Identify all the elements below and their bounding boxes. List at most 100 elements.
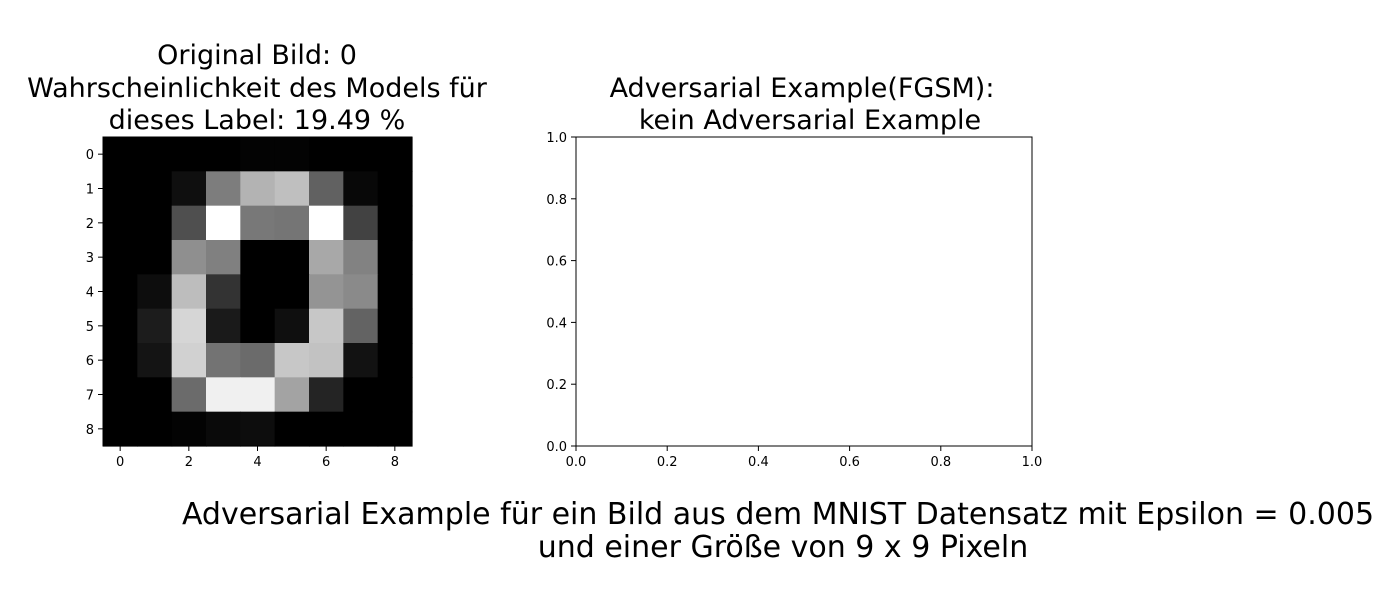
heatmap-cell: [206, 137, 241, 172]
heatmap-cell: [377, 274, 413, 310]
heatmap-cell: [343, 274, 379, 310]
heatmap-cell: [274, 343, 310, 378]
heatmap-cell: [171, 411, 207, 447]
heatmap-cell: [103, 377, 138, 413]
heatmap-y-tick-label: 0: [86, 148, 94, 163]
original-title-line-2: Wahrscheinlichkeit des Models für: [27, 73, 488, 104]
heatmap-cell: [171, 377, 207, 413]
heatmap-cell: [274, 205, 310, 241]
heatmap-cell: [171, 137, 207, 172]
empty-axes-frame: [575, 136, 1033, 447]
heatmap-y-tick-label: 7: [86, 389, 94, 404]
heatmap-cell: [240, 240, 276, 275]
heatmap-cell: [309, 171, 344, 207]
heatmap-cell: [343, 411, 379, 447]
adversarial-title-line-2: kein Adversarial Example: [639, 105, 981, 136]
heatmap-cell: [309, 137, 344, 172]
heatmap-cell: [206, 205, 241, 241]
heatmap-cell: [103, 308, 138, 344]
heatmap-cell: [240, 137, 276, 172]
heatmap-cell: [309, 411, 344, 447]
heatmap-y-axis: 0 1 2 3 4 5 6 7 8: [86, 148, 103, 438]
heatmap-x-tick-label: 4: [253, 455, 261, 470]
heatmap-cell: [137, 274, 173, 310]
heatmap-cell: [103, 274, 138, 310]
heatmap-cell: [377, 308, 413, 344]
empty-y-axis: 0.0 0.2 0.4 0.6 0.8 1.0: [546, 131, 576, 455]
heatmap-cell: [103, 137, 138, 172]
heatmap-cell: [103, 240, 138, 275]
heatmap-cell: [377, 411, 413, 447]
heatmap-cell: [137, 137, 173, 172]
empty-x-tick-label: 0.0: [566, 455, 587, 470]
heatmap-cell: [343, 171, 379, 207]
empty-x-tick-label: 0.6: [839, 455, 860, 470]
heatmap-cell: [137, 377, 173, 413]
empty-x-tick-label: 0.8: [930, 455, 951, 470]
empty-y-tick-label: 1.0: [546, 131, 567, 146]
heatmap-y-tick-label: 3: [86, 251, 94, 266]
heatmap-cell: [137, 308, 173, 344]
heatmap-cell: [343, 137, 379, 172]
heatmap-cell: [343, 343, 379, 378]
heatmap-cell: [309, 308, 344, 344]
heatmap-cell: [274, 137, 310, 172]
empty-y-tick-label: 0.8: [546, 193, 567, 208]
heatmap-cells: [103, 137, 413, 447]
heatmap-cell: [103, 343, 138, 378]
heatmap-cell: [309, 343, 344, 378]
heatmap-cell: [171, 171, 207, 207]
heatmap-cell: [274, 171, 310, 207]
heatmap-cell: [240, 377, 276, 413]
original-title-line-3: dieses Label: 19.49 %: [109, 105, 406, 136]
empty-y-tick-label: 0.0: [546, 440, 567, 455]
heatmap-cell: [240, 205, 276, 241]
heatmap-cell: [206, 274, 241, 310]
heatmap-cell: [343, 308, 379, 344]
heatmap-cell: [240, 308, 276, 344]
heatmap-cell: [309, 274, 344, 310]
heatmap-cell: [343, 377, 379, 413]
heatmap-y-tick-label: 8: [86, 423, 94, 438]
heatmap-cell: [309, 240, 344, 275]
heatmap-cell: [240, 343, 276, 378]
heatmap-cell: [206, 171, 241, 207]
original-image-panel: Original Bild: 0 Wahrscheinlichkeit des …: [27, 40, 488, 470]
heatmap-cell: [377, 377, 413, 413]
heatmap-cell: [137, 240, 173, 275]
heatmap-x-tick-label: 6: [322, 455, 330, 470]
suptitle-line-1: Adversarial Example für ein Bild aus dem…: [182, 497, 1374, 532]
heatmap-cell: [103, 411, 138, 447]
heatmap-cell: [137, 171, 173, 207]
heatmap-cell: [171, 308, 207, 344]
suptitle-line-2: und einer Größe von 9 x 9 Pixeln: [538, 530, 1029, 565]
heatmap-y-tick-label: 5: [86, 320, 94, 335]
heatmap-cell: [171, 240, 207, 275]
heatmap-cell: [137, 411, 173, 447]
heatmap-cell: [206, 343, 241, 378]
empty-y-tick-label: 0.2: [546, 378, 567, 393]
heatmap-x-tick-label: 2: [185, 455, 193, 470]
heatmap-cell: [206, 377, 241, 413]
heatmap-cell: [137, 205, 173, 241]
empty-x-tick-label: 0.4: [748, 455, 769, 470]
empty-y-tick-label: 0.4: [546, 316, 567, 331]
heatmap-y-tick-label: 2: [86, 217, 94, 232]
heatmap-cell: [103, 205, 138, 241]
heatmap-cell: [377, 343, 413, 378]
heatmap-cell: [377, 171, 413, 207]
adversarial-panel: Adversarial Example(FGSM): kein Adversar…: [546, 73, 1042, 470]
heatmap-y-tick-label: 6: [86, 354, 94, 369]
heatmap-cell: [206, 308, 241, 344]
heatmap-x-axis: 0 2 4 6 8: [116, 446, 399, 470]
empty-y-tick-label: 0.6: [546, 255, 567, 270]
heatmap-cell: [240, 274, 276, 310]
heatmap-cell: [274, 308, 310, 344]
heatmap-cell: [103, 171, 138, 207]
empty-x-tick-label: 0.2: [657, 455, 678, 470]
heatmap-cell: [274, 274, 310, 310]
empty-x-axis: 0.0 0.2 0.4 0.6 0.8 1.0: [566, 446, 1042, 470]
heatmap-cell: [171, 205, 207, 241]
heatmap-cell: [171, 343, 207, 378]
